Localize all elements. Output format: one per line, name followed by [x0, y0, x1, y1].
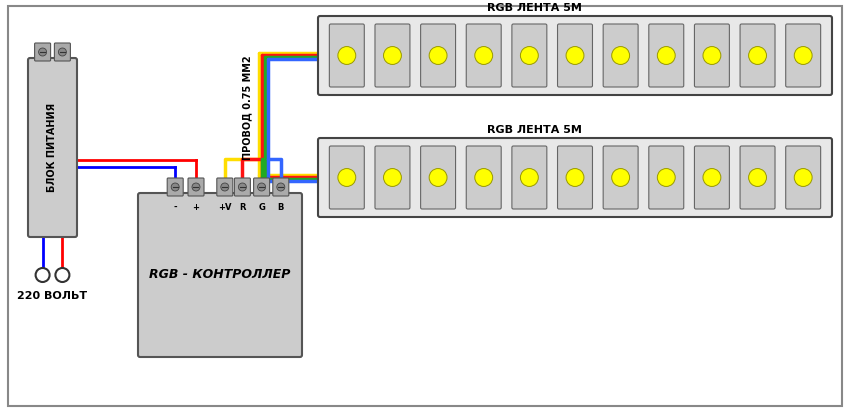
Circle shape [429, 47, 447, 64]
FancyBboxPatch shape [421, 146, 456, 209]
Circle shape [566, 169, 584, 187]
Circle shape [520, 47, 538, 64]
FancyBboxPatch shape [785, 24, 820, 87]
FancyBboxPatch shape [329, 24, 365, 87]
Circle shape [703, 169, 721, 187]
FancyBboxPatch shape [421, 24, 456, 87]
FancyBboxPatch shape [235, 178, 251, 196]
Circle shape [794, 169, 812, 187]
Circle shape [657, 169, 675, 187]
Circle shape [238, 183, 246, 191]
FancyBboxPatch shape [167, 178, 184, 196]
FancyBboxPatch shape [785, 146, 820, 209]
Circle shape [36, 268, 49, 282]
FancyBboxPatch shape [35, 43, 51, 61]
FancyBboxPatch shape [512, 24, 547, 87]
Text: G: G [258, 203, 265, 212]
FancyBboxPatch shape [329, 146, 365, 209]
Text: RGB - КОНТРОЛЛЕР: RGB - КОНТРОЛЛЕР [150, 269, 291, 281]
FancyBboxPatch shape [467, 146, 502, 209]
Circle shape [38, 48, 47, 56]
Text: R: R [239, 203, 246, 212]
Circle shape [59, 48, 66, 56]
Circle shape [383, 47, 401, 64]
FancyBboxPatch shape [375, 24, 410, 87]
FancyBboxPatch shape [694, 146, 729, 209]
FancyBboxPatch shape [54, 43, 71, 61]
FancyBboxPatch shape [467, 24, 502, 87]
FancyBboxPatch shape [217, 178, 233, 196]
Text: +V: +V [218, 203, 231, 212]
FancyBboxPatch shape [558, 24, 592, 87]
Circle shape [520, 169, 538, 187]
Circle shape [475, 169, 493, 187]
Circle shape [258, 183, 265, 191]
Circle shape [612, 47, 630, 64]
FancyBboxPatch shape [318, 138, 832, 217]
Text: +: + [192, 203, 200, 212]
FancyBboxPatch shape [604, 146, 638, 209]
Circle shape [171, 183, 179, 191]
Text: RGB ЛЕНТА 5M: RGB ЛЕНТА 5M [487, 125, 581, 135]
FancyBboxPatch shape [188, 178, 204, 196]
FancyBboxPatch shape [273, 178, 289, 196]
FancyBboxPatch shape [253, 178, 269, 196]
Circle shape [612, 169, 630, 187]
Text: RGB ЛЕНТА 5M: RGB ЛЕНТА 5M [487, 3, 581, 13]
Circle shape [383, 169, 401, 187]
Circle shape [475, 47, 493, 64]
FancyBboxPatch shape [375, 146, 410, 209]
Circle shape [429, 169, 447, 187]
Circle shape [703, 47, 721, 64]
FancyBboxPatch shape [558, 146, 592, 209]
Circle shape [277, 183, 285, 191]
FancyBboxPatch shape [649, 24, 683, 87]
FancyBboxPatch shape [138, 193, 302, 357]
Text: ПРОВОД 0.75 ММ2: ПРОВОД 0.75 ММ2 [242, 55, 252, 159]
Text: -: - [173, 203, 177, 212]
Circle shape [749, 169, 767, 187]
FancyBboxPatch shape [740, 24, 775, 87]
FancyBboxPatch shape [740, 146, 775, 209]
Text: 220 ВОЛЬТ: 220 ВОЛЬТ [18, 291, 88, 301]
FancyBboxPatch shape [649, 146, 683, 209]
FancyBboxPatch shape [318, 16, 832, 95]
Circle shape [55, 268, 70, 282]
Circle shape [221, 183, 229, 191]
Circle shape [337, 47, 356, 64]
Circle shape [657, 47, 675, 64]
Circle shape [566, 47, 584, 64]
FancyBboxPatch shape [512, 146, 547, 209]
Circle shape [794, 47, 812, 64]
FancyBboxPatch shape [28, 58, 77, 237]
Circle shape [192, 183, 200, 191]
Text: B: B [278, 203, 284, 212]
FancyBboxPatch shape [694, 24, 729, 87]
Text: БЛОК ПИТАНИЯ: БЛОК ПИТАНИЯ [48, 103, 58, 192]
FancyBboxPatch shape [604, 24, 638, 87]
Circle shape [749, 47, 767, 64]
Circle shape [337, 169, 356, 187]
